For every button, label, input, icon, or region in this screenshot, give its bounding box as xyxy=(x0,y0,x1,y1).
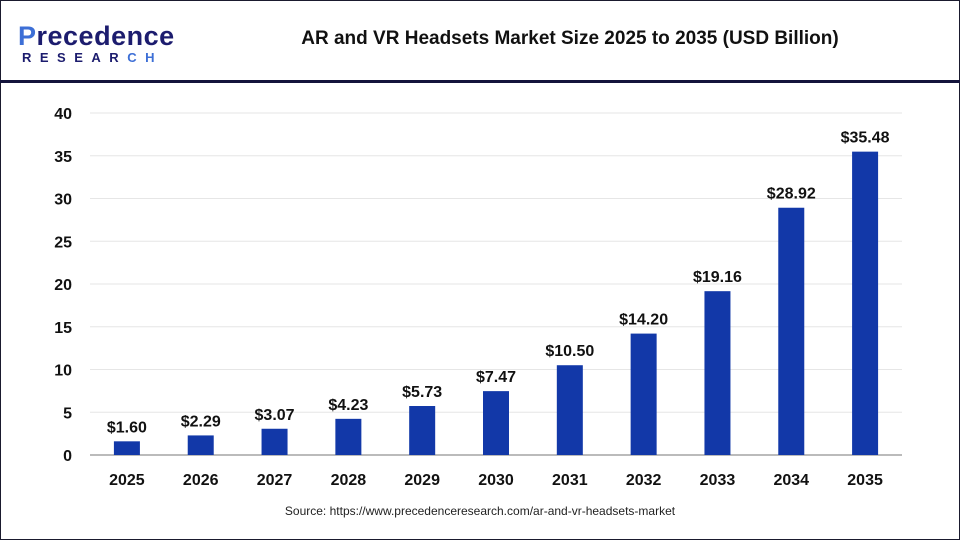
bar-2026 xyxy=(187,435,214,455)
y-tick-label: 5 xyxy=(63,405,72,422)
header: Precedence RESEARCH AR and VR Headsets M… xyxy=(0,0,960,83)
chart-title: AR and VR Headsets Market Size 2025 to 2… xyxy=(301,28,839,49)
data-label: $7.47 xyxy=(476,369,516,386)
data-label: $28.92 xyxy=(767,186,816,203)
source-note: Source: https://www.precedenceresearch.c… xyxy=(284,504,676,518)
x-tick-label: 2032 xyxy=(626,472,662,489)
precedence-research-logo: Precedence RESEARCH xyxy=(18,21,175,65)
x-tick-label: 2026 xyxy=(183,472,219,489)
y-tick-label: 0 xyxy=(63,448,72,465)
x-tick-label: 2030 xyxy=(478,472,514,489)
bar-2025 xyxy=(113,441,140,455)
bar-2027 xyxy=(261,428,288,455)
x-tick-label: 2028 xyxy=(331,472,367,489)
bar-2035 xyxy=(852,151,879,455)
data-label: $14.20 xyxy=(619,312,668,329)
x-tick-label: 2031 xyxy=(552,472,588,489)
bar-2034 xyxy=(778,207,805,455)
bar-2031 xyxy=(556,365,583,455)
data-label: $10.50 xyxy=(545,343,594,360)
x-tick-label: 2035 xyxy=(847,472,883,489)
bar-2032 xyxy=(630,333,657,455)
x-tick-label: 2033 xyxy=(700,472,736,489)
data-label: $1.60 xyxy=(107,419,147,436)
data-label: $4.23 xyxy=(328,397,368,414)
y-tick-label: 40 xyxy=(54,106,72,123)
data-label: $19.16 xyxy=(693,269,742,286)
data-label: $3.07 xyxy=(255,407,295,424)
bar-2028 xyxy=(335,418,362,455)
y-tick-label: 25 xyxy=(54,234,72,251)
bar-2029 xyxy=(409,406,436,455)
x-tick-label: 2029 xyxy=(404,472,440,489)
x-tick-label: 2027 xyxy=(257,472,293,489)
x-tick-label: 2034 xyxy=(773,472,809,489)
y-tick-label: 10 xyxy=(54,363,72,380)
bar-2030 xyxy=(483,391,509,455)
data-label: $2.29 xyxy=(181,413,221,430)
y-tick-label: 35 xyxy=(54,149,72,166)
y-tick-label: 30 xyxy=(54,192,72,209)
data-label: $35.48 xyxy=(841,130,890,147)
x-tick-label: 2025 xyxy=(109,472,145,489)
y-tick-label: 20 xyxy=(54,277,72,294)
y-tick-label: 15 xyxy=(54,320,72,337)
bar-2033 xyxy=(704,291,731,455)
data-label: $5.73 xyxy=(402,384,442,401)
